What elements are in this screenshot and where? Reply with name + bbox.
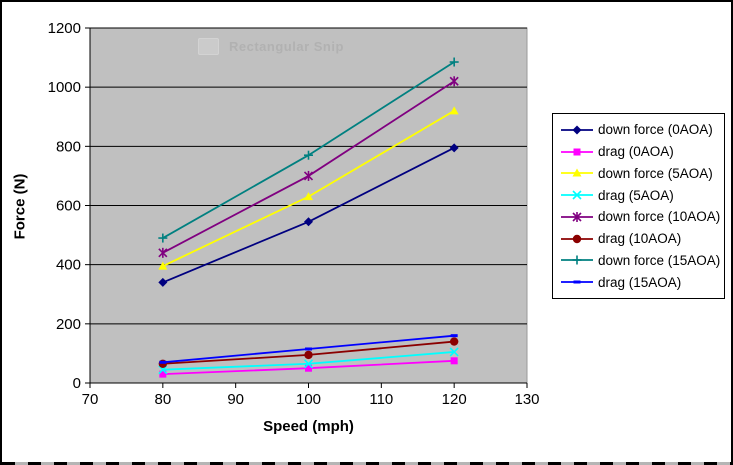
legend-entry: down force (5AOA) <box>560 166 722 181</box>
diamond-marker <box>304 217 313 227</box>
legend-entry: drag (0AOA) <box>560 144 722 159</box>
diamond-marker <box>572 125 582 135</box>
circle-marker <box>449 337 459 346</box>
legend-label: drag (5AOA) <box>598 187 674 203</box>
square-marker <box>159 370 167 378</box>
legend-entry: down force (15AOA) <box>560 253 722 268</box>
selection-marquee-border <box>2 462 731 465</box>
x-marker <box>572 190 582 200</box>
triangle-marker <box>158 261 168 270</box>
legend-label: drag (0AOA) <box>598 144 674 160</box>
legend-entry: down force (0AOA) <box>560 122 722 137</box>
y-tick-label: 400 <box>56 257 81 274</box>
square-marker <box>305 364 312 372</box>
x-tick-label: 80 <box>154 391 171 408</box>
legend-label: down force (15AOA) <box>598 252 721 268</box>
legend-label: down force (5AOA) <box>598 165 713 181</box>
dash-marker <box>305 347 312 351</box>
x-tick-label: 110 <box>369 391 393 408</box>
circle-marker <box>572 234 582 243</box>
dash-marker <box>159 360 167 364</box>
legend-entry: drag (5AOA) <box>560 188 722 203</box>
legend-marker-icon <box>561 280 593 284</box>
legend-marker-icon <box>561 168 593 177</box>
x-tick-label: 90 <box>227 391 244 408</box>
legend-marker-icon <box>561 125 593 135</box>
legend-marker-icon <box>561 190 593 200</box>
x-marker <box>158 365 168 375</box>
legend-label: down force (0AOA) <box>598 122 713 138</box>
legend-marker-icon <box>561 211 593 222</box>
y-tick-label: 0 <box>73 375 81 392</box>
legend: down force (0AOA) drag (0AOA) down force (… <box>552 113 725 299</box>
triangle-marker <box>449 106 459 115</box>
diamond-marker <box>158 277 168 287</box>
y-tick-label: 600 <box>56 198 81 215</box>
y-tick-label: 1200 <box>48 20 81 37</box>
y-tick-label: 800 <box>56 138 81 155</box>
circle-marker <box>304 350 313 360</box>
x-tick-label: 130 <box>514 391 539 408</box>
x-marker <box>303 359 314 369</box>
x-marker <box>449 347 459 357</box>
square-marker <box>450 357 458 365</box>
y-tick-label: 200 <box>56 316 81 333</box>
x-tick-label: 100 <box>296 391 321 408</box>
x-tick-label: 120 <box>442 391 467 408</box>
y-tick-label: 1000 <box>48 79 81 96</box>
legend-entry: drag (15AOA) <box>560 275 722 290</box>
legend-label: drag (15AOA) <box>598 274 682 290</box>
legend-label: down force (10AOA) <box>598 209 721 225</box>
triangle-marker <box>304 192 313 201</box>
x-tick-label: 70 <box>82 391 99 408</box>
legend-marker-icon <box>561 255 593 265</box>
square-marker <box>573 148 581 156</box>
legend-entry: drag (10AOA) <box>560 231 722 246</box>
dash-marker <box>450 334 458 338</box>
x-axis-title: Speed (mph) <box>263 418 354 435</box>
legend-entry: down force (10AOA) <box>560 209 722 224</box>
dash-marker <box>573 280 581 284</box>
triangle-marker <box>572 168 582 177</box>
y-axis-title: Force (N) <box>11 173 29 240</box>
legend-marker-icon <box>561 148 593 156</box>
legend-label: drag (10AOA) <box>598 231 682 247</box>
legend-marker-icon <box>561 234 593 243</box>
diamond-marker <box>449 143 459 153</box>
